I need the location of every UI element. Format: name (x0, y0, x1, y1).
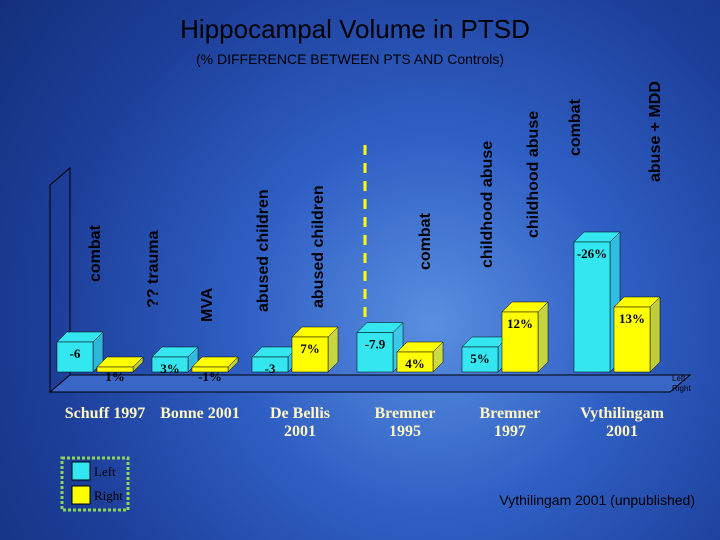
annotation: combat (87, 224, 104, 282)
bar (396, 351, 434, 373)
legend-label-small: Right (672, 384, 691, 393)
value-label: 13% (619, 311, 645, 326)
value-label: 12% (507, 316, 533, 331)
bar (291, 336, 329, 373)
annotation: combat (417, 212, 434, 270)
legend-swatch (71, 461, 91, 481)
annotation: abuse + MDD (647, 81, 664, 182)
legend-swatch (71, 485, 91, 505)
bar (151, 356, 189, 373)
value-label: -6 (70, 346, 81, 361)
legend-label: Right (94, 488, 123, 503)
annotation: abused children (310, 185, 327, 308)
x-tick-label: Vythilingam 2001 (580, 405, 664, 440)
value-label: -3 (265, 361, 276, 376)
annotation: combat (567, 98, 584, 156)
bar (356, 332, 394, 373)
value-label: 5% (470, 351, 490, 366)
bar-side (537, 301, 549, 373)
x-tick-label: Bremner 1997 (479, 405, 541, 440)
bar (613, 306, 651, 373)
floor (48, 374, 692, 393)
value-label: 7% (300, 341, 320, 356)
source-note: Vythilingam 2001 (unpublished) (499, 492, 695, 508)
annotation: abused children (255, 189, 272, 312)
bar-side (649, 296, 661, 373)
x-tick-label: De Bellis 2001 (270, 405, 330, 440)
bar (96, 366, 134, 373)
annotation: childhood abuse (479, 141, 496, 268)
chart-title: Hippocampal Volume in PTSD (180, 14, 530, 44)
bar (191, 366, 229, 373)
value-label: 3% (160, 361, 180, 376)
annotation: MVA (199, 287, 216, 322)
legend-box (60, 456, 130, 512)
value-label: 4% (405, 356, 425, 371)
value-label: -26% (577, 246, 607, 261)
bar (573, 241, 611, 373)
legend-label: Left (94, 464, 116, 479)
annotation: childhood abuse (525, 111, 542, 238)
x-tick-label: Bremner 1995 (374, 405, 436, 440)
annotation: ?? trauma (145, 231, 162, 308)
x-tick-label: Bonne 2001 (160, 405, 240, 422)
wall (49, 166, 71, 392)
chart-subtitle: (% DIFFERENCE BETWEEN PTS AND Controls) (196, 51, 504, 67)
value-label: -7.9 (365, 337, 386, 352)
bar (251, 356, 289, 373)
x-tick-label: Schuff 1997 (64, 405, 146, 422)
value-label: 1% (105, 369, 125, 384)
bar (56, 341, 94, 373)
legend-label-small: Left (672, 374, 686, 383)
bar (461, 346, 499, 373)
bar (501, 311, 539, 373)
value-label: -1% (198, 369, 222, 384)
